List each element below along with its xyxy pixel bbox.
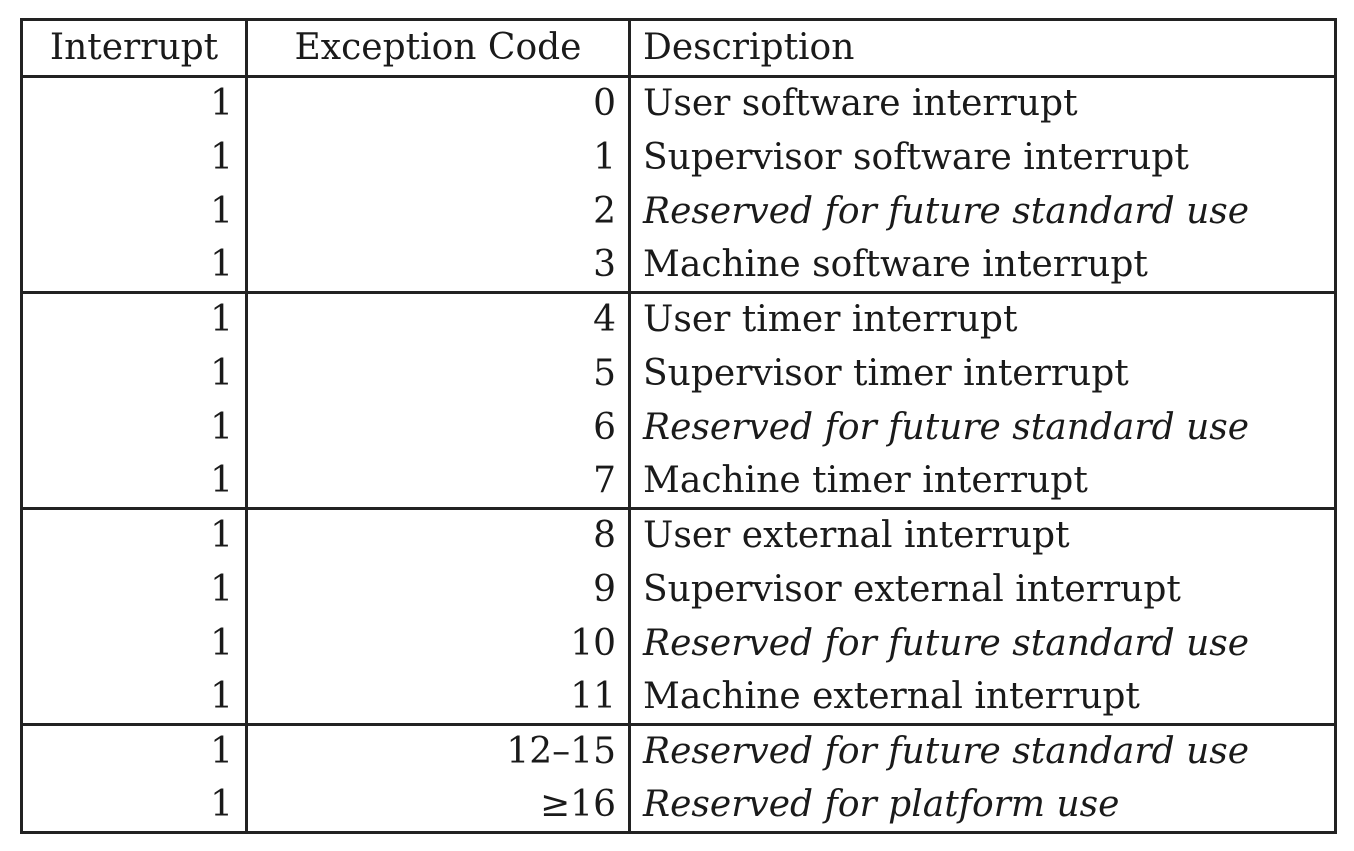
cell-interrupt: 1 (21, 508, 248, 563)
cell-description: Reserved for future standard use (643, 406, 1250, 448)
table-body: 1 0 User software interrupt 1 1 Supervis… (21, 76, 1336, 834)
cell-description: Machine software interrupt (629, 238, 1336, 294)
header-row: Interrupt Exception Code Description (21, 18, 1336, 78)
table-row: 1 10 Reserved for future standard use (21, 616, 1336, 671)
cell-exception-code: 0 (246, 76, 631, 131)
table-row: 1 4 User timer interrupt (21, 292, 1336, 347)
cell-exception-code: 6 (246, 400, 631, 455)
cell-interrupt: 1 (21, 778, 248, 834)
table-row: 1 2 Reserved for future standard use (21, 184, 1336, 239)
cell-exception-code: 4 (246, 292, 631, 347)
table-row: 1 7 Machine timer interrupt (21, 454, 1336, 510)
cell-description: Supervisor software interrupt (643, 136, 1189, 178)
cell-description: Reserved for future standard use (643, 622, 1250, 664)
cell-exception-code: ≥16 (246, 778, 631, 834)
cell-exception-code: 5 (246, 346, 631, 401)
cell-interrupt: 1 (21, 292, 248, 347)
table-row: 1 12–15 Reserved for future standard use (21, 724, 1336, 779)
cell-exception-code: 8 (246, 508, 631, 563)
table-header: Interrupt Exception Code Description (21, 18, 1336, 78)
cell-description: Reserved for platform use (629, 778, 1336, 834)
cell-exception-code: 11 (246, 670, 631, 726)
exception-code-table: Interrupt Exception Code Description 1 0… (20, 18, 1337, 834)
table-row: 1 11 Machine external interrupt (21, 670, 1336, 726)
cell-description: User software interrupt (643, 83, 1078, 125)
cell-exception-code: 3 (246, 238, 631, 294)
cell-interrupt: 1 (21, 454, 248, 510)
cell-exception-code: 7 (246, 454, 631, 510)
cell-interrupt: 1 (21, 670, 248, 726)
cell-exception-code: 2 (246, 184, 631, 239)
cell-interrupt: 1 (21, 184, 248, 239)
table-row: 1 3 Machine software interrupt (21, 238, 1336, 294)
cell-interrupt: 1 (21, 400, 248, 455)
cell-description: Machine timer interrupt (629, 454, 1336, 510)
table-row: 1 9 Supervisor external interrupt (21, 562, 1336, 617)
cell-exception-code: 10 (246, 616, 631, 671)
header-description: Description (629, 18, 1336, 78)
cell-exception-code: 1 (246, 130, 631, 185)
cell-interrupt: 1 (21, 130, 248, 185)
table-row: 1 ≥16 Reserved for platform use (21, 778, 1336, 834)
cell-description: Supervisor external interrupt (643, 568, 1181, 610)
cell-description: Supervisor timer interrupt (643, 352, 1129, 394)
table-row: 1 8 User external interrupt (21, 508, 1336, 563)
table-row: 1 6 Reserved for future standard use (21, 400, 1336, 455)
cell-interrupt: 1 (21, 346, 248, 401)
exception-code-table-container: Interrupt Exception Code Description 1 0… (20, 18, 1337, 834)
table-row: 1 5 Supervisor timer interrupt (21, 346, 1336, 401)
cell-exception-code: 9 (246, 562, 631, 617)
header-interrupt: Interrupt (21, 18, 248, 78)
cell-interrupt: 1 (21, 562, 248, 617)
cell-interrupt: 1 (21, 238, 248, 294)
header-exception-code: Exception Code (246, 18, 631, 78)
cell-description: Reserved for future standard use (643, 731, 1250, 773)
table-row: 1 1 Supervisor software interrupt (21, 130, 1336, 185)
cell-description: User external interrupt (643, 515, 1070, 557)
cell-interrupt: 1 (21, 724, 248, 779)
cell-description: User timer interrupt (643, 299, 1018, 341)
table-row: 1 0 User software interrupt (21, 76, 1336, 131)
cell-interrupt: 1 (21, 616, 248, 671)
cell-exception-code: 12–15 (246, 724, 631, 779)
cell-description: Machine external interrupt (629, 670, 1336, 726)
cell-description: Reserved for future standard use (643, 190, 1250, 232)
cell-interrupt: 1 (21, 76, 248, 131)
